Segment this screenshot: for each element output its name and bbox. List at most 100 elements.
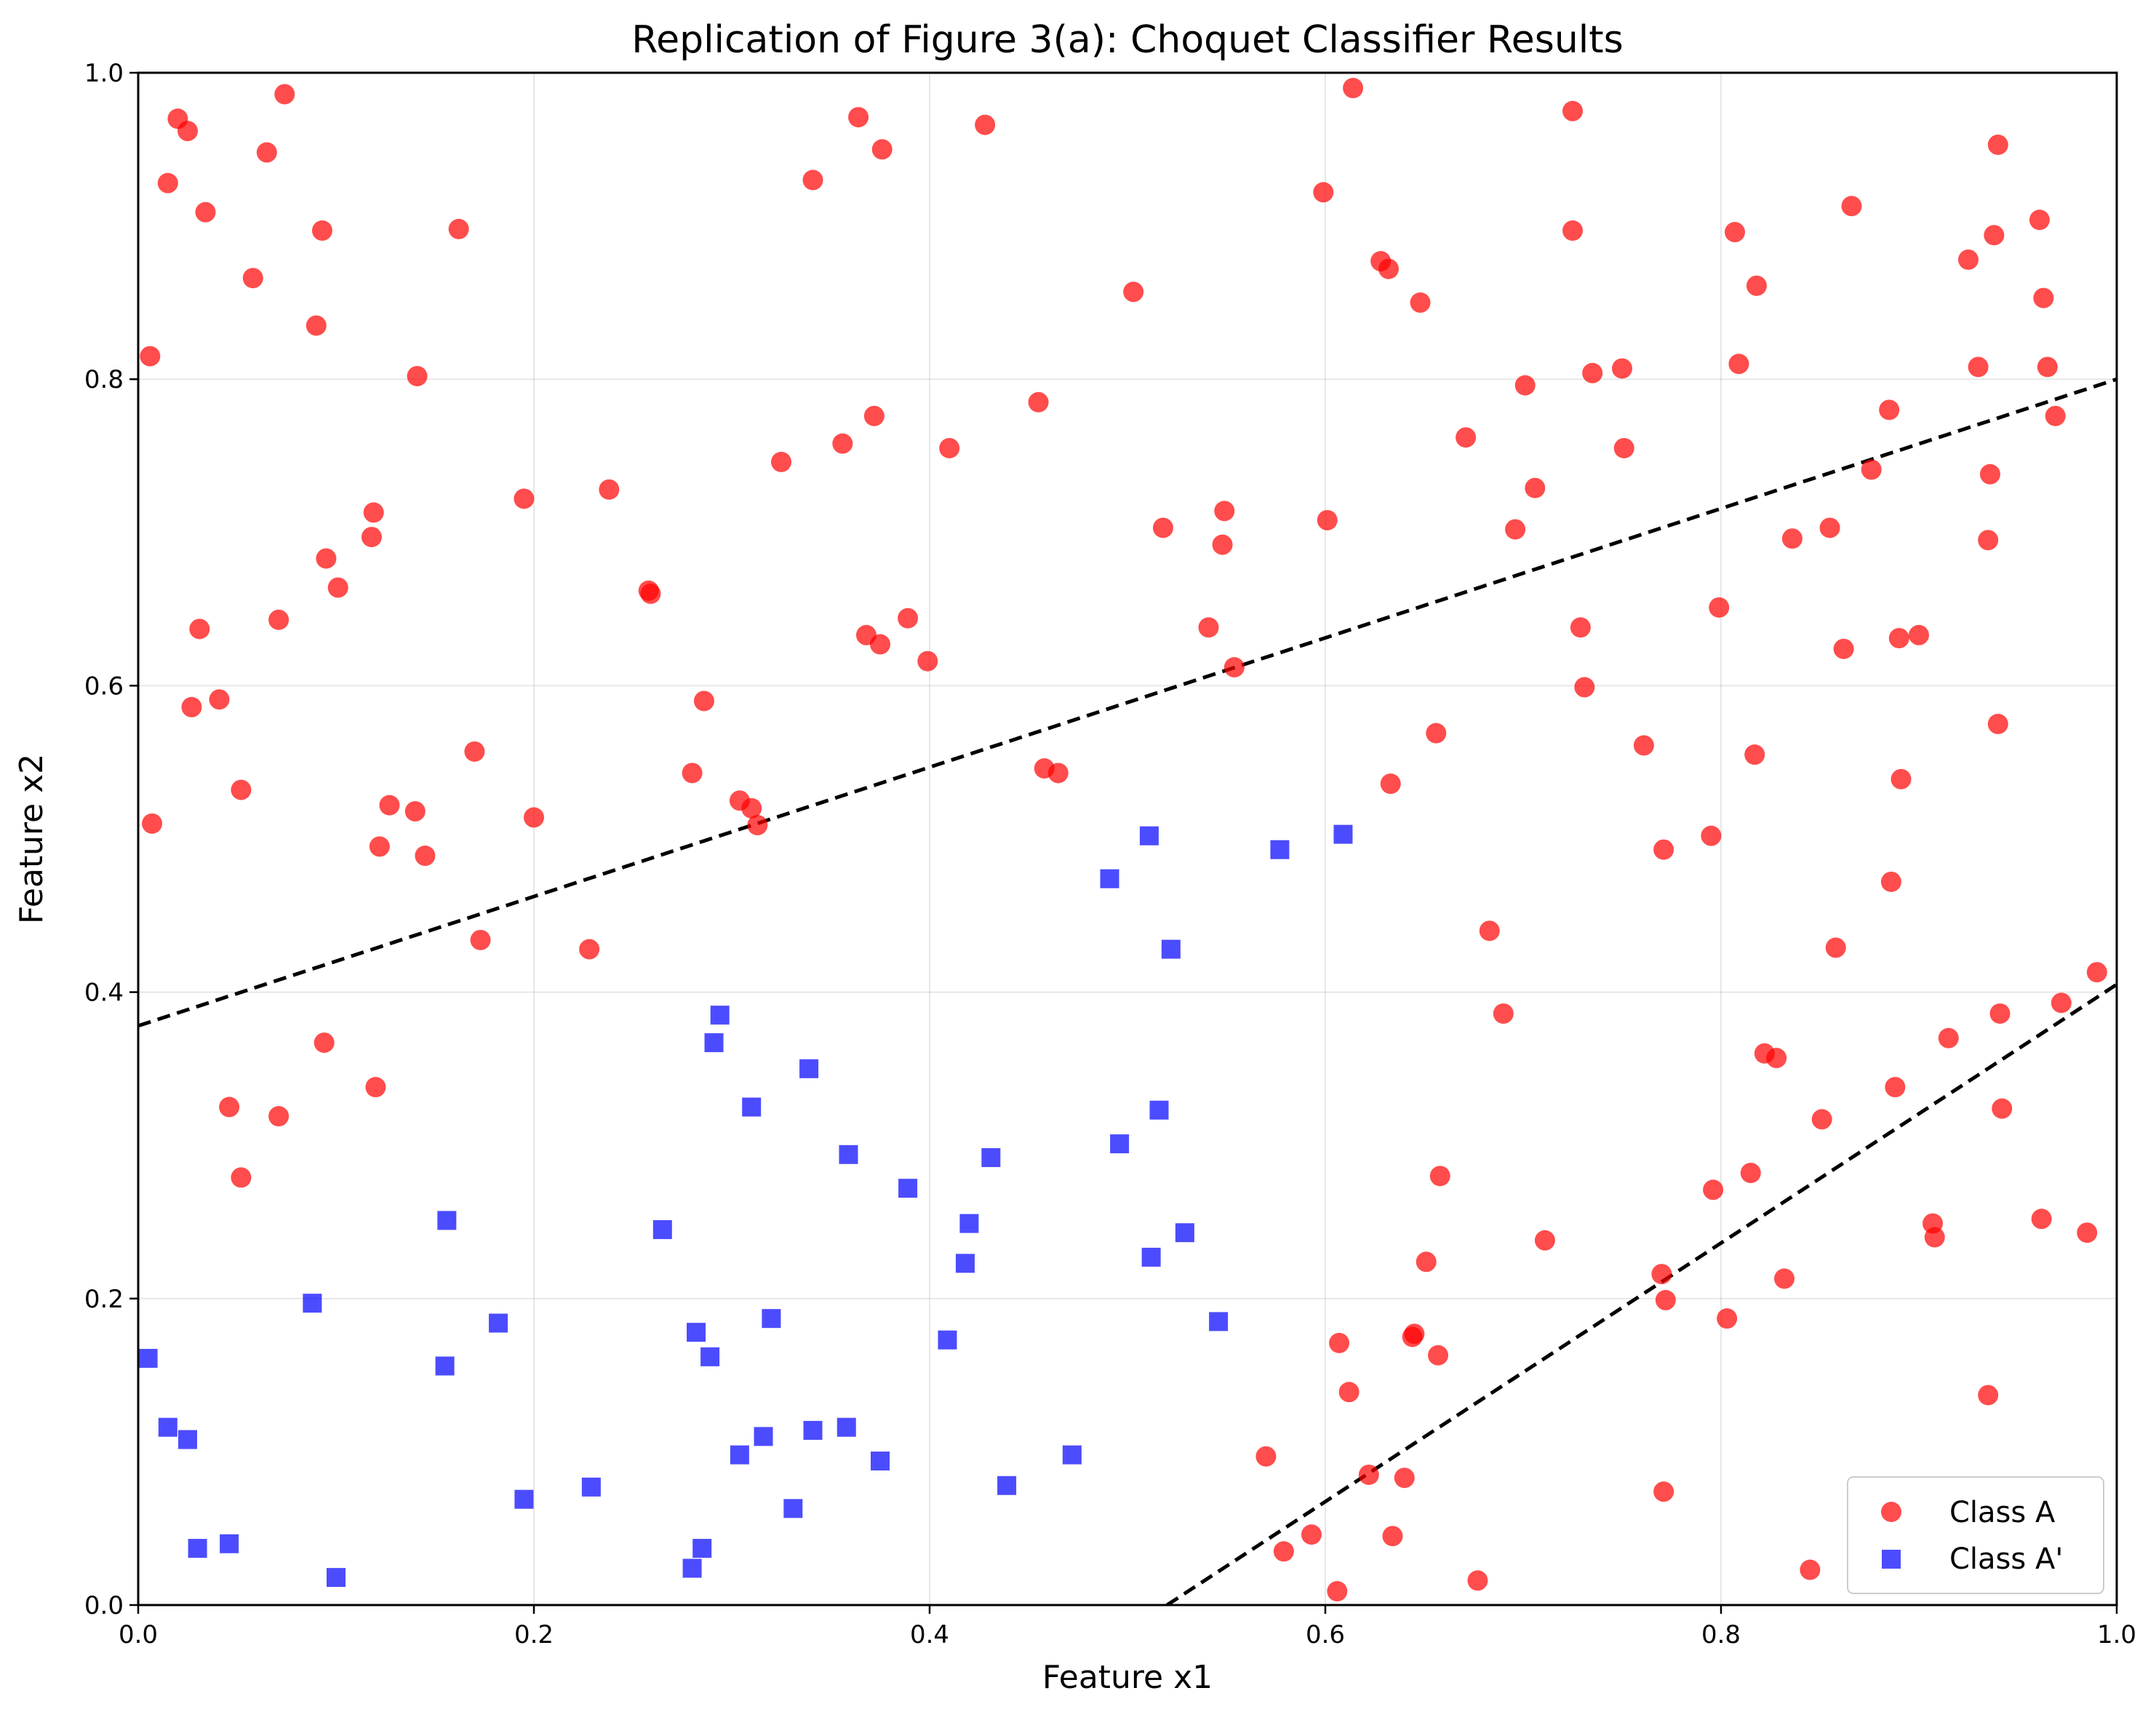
class-a-point	[771, 451, 791, 472]
class-a-point	[524, 807, 544, 828]
class-a-point	[306, 315, 327, 336]
class-a-point	[1273, 1541, 1294, 1562]
class-a-point	[514, 488, 535, 509]
class-a-prime-point	[1270, 840, 1290, 859]
class-a-point	[142, 813, 163, 834]
class-a-point	[316, 548, 337, 569]
class-a-point	[1582, 362, 1603, 383]
x-tick-label: 0.6	[1306, 1620, 1345, 1649]
class-a-point	[327, 577, 348, 598]
y-axis-label: Feature x2	[13, 754, 50, 924]
class-a-point	[1152, 517, 1173, 538]
class-a-point	[1198, 617, 1219, 638]
class-a-point	[2033, 287, 2054, 308]
class-a-point	[1703, 1179, 1724, 1201]
class-a-point	[1774, 1268, 1795, 1289]
class-a-prime-point	[742, 1097, 762, 1117]
class-a-point	[1717, 1308, 1738, 1329]
class-a-prime-point	[489, 1313, 508, 1333]
class-a-prime-point	[730, 1445, 749, 1465]
class-a-point	[1992, 1098, 2013, 1119]
class-a-prime-point	[898, 1179, 918, 1198]
class-a-point	[1811, 1109, 1832, 1130]
class-a-point	[599, 479, 620, 500]
class-a-point	[1456, 427, 1477, 448]
class-a-point	[1984, 225, 2005, 246]
class-a-prime-point	[762, 1309, 781, 1329]
class-a-prime-point	[1149, 1100, 1169, 1120]
legend: Class A Class A'	[1847, 1476, 2104, 1594]
class-a-point	[1493, 1003, 1514, 1024]
class-a-prime-point	[158, 1417, 177, 1437]
x-axis-label: Feature x1	[1042, 1659, 1213, 1696]
class-a-point	[2031, 1209, 2052, 1230]
class-a-point	[177, 121, 198, 142]
x-tick-label: 1.0	[2097, 1620, 2136, 1649]
class-a-point	[1317, 509, 1338, 530]
class-a-point	[369, 836, 390, 857]
class-a-prime-point	[1333, 824, 1353, 844]
class-a-point	[1426, 722, 1447, 744]
class-a-point	[1123, 282, 1144, 303]
class-a-point	[975, 114, 996, 135]
x-tick-label: 0.4	[910, 1620, 949, 1649]
class-a-point	[1562, 220, 1583, 241]
class-a-point	[1709, 597, 1730, 618]
class-a-point	[195, 202, 216, 223]
class-a-point	[1880, 871, 1901, 892]
class-a-point	[311, 220, 332, 241]
class-a-point	[1343, 78, 1364, 99]
class-a-point	[231, 779, 252, 800]
class-a-point	[1380, 773, 1401, 795]
y-tick-label: 0.8	[84, 365, 124, 394]
class-a-prime-point	[178, 1430, 197, 1449]
class-a-prime-point	[1110, 1134, 1130, 1154]
class-a-point	[1574, 677, 1595, 698]
class-a-point	[2077, 1222, 2098, 1243]
class-a-point	[1394, 1468, 1415, 1489]
class-a-point	[157, 172, 178, 194]
class-a-prime-point	[1062, 1445, 1082, 1465]
x-tick-label: 0.0	[119, 1620, 158, 1649]
class-a-point	[256, 142, 277, 163]
y-tick-label: 0.2	[84, 1285, 124, 1314]
class-a-point	[863, 405, 885, 426]
class-a-prime-point	[837, 1417, 856, 1437]
class-a-point	[1781, 528, 1802, 549]
class-a-prime-point	[997, 1476, 1017, 1495]
x-tick-label: 0.8	[1701, 1620, 1741, 1649]
legend-label-class-a-prime: Class A'	[1949, 1542, 2063, 1576]
class-a-point	[1653, 1481, 1674, 1502]
class-a-prime-point	[692, 1539, 712, 1558]
y-tick-label: 0.0	[84, 1591, 124, 1620]
class-a-point	[1989, 1003, 2011, 1024]
class-a-point	[1655, 1289, 1676, 1310]
class-a-prime-point	[188, 1539, 207, 1558]
class-a-point	[1613, 437, 1634, 458]
class-a-point	[1885, 1077, 1906, 1098]
class-a-point	[1800, 1559, 1821, 1580]
class-a-point	[1358, 1464, 1379, 1485]
class-a-point	[2045, 405, 2066, 426]
class-a-prime-point	[981, 1148, 1001, 1168]
class-a-point	[464, 741, 485, 762]
x-tick-label: 0.2	[514, 1620, 554, 1649]
class-a-point	[140, 346, 161, 367]
class-a-point	[802, 170, 823, 191]
class-a-point	[870, 634, 890, 655]
class-a-point	[682, 763, 703, 784]
class-a-point	[1378, 258, 1400, 279]
class-a-prime-point	[1139, 826, 1159, 845]
class-a-point	[2051, 992, 2072, 1014]
class-a-point	[470, 929, 491, 950]
class-a-point	[1728, 354, 1749, 375]
class-a-point	[1740, 1163, 1761, 1184]
class-a-point	[848, 107, 869, 128]
class-a-point	[741, 797, 762, 819]
class-a-prime-point	[938, 1330, 957, 1350]
class-a-point	[1633, 735, 1654, 756]
class-a-point	[917, 650, 938, 672]
class-a-prime-point	[303, 1294, 322, 1313]
